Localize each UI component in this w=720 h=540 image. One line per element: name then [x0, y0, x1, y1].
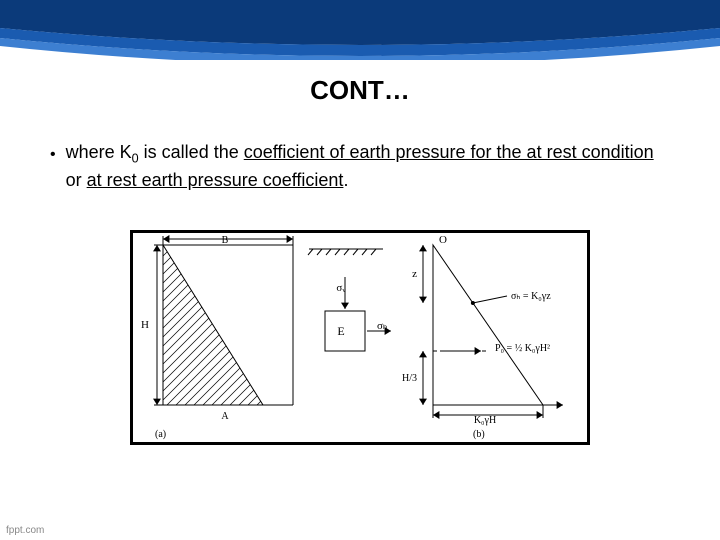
- subscript: 0: [132, 152, 139, 166]
- text-segment: or: [66, 170, 87, 190]
- bullet-marker: •: [50, 146, 56, 164]
- svg-text:O: O: [439, 234, 447, 246]
- text-segment: where K: [66, 142, 132, 162]
- underlined-term: coefficient of earth pressure for the at…: [244, 142, 654, 162]
- svg-text:H/3: H/3: [402, 373, 417, 384]
- svg-text:(b): (b): [473, 429, 485, 440]
- svg-text:K₀γH: K₀γH: [474, 415, 496, 426]
- text-segment: is called the: [139, 142, 244, 162]
- bullet-item: • where K0 is called the coefficient of …: [50, 140, 670, 192]
- footer-branding: fppt.com: [6, 525, 44, 536]
- bullet-text: where K0 is called the coefficient of ea…: [66, 140, 670, 192]
- svg-text:B: B: [222, 235, 229, 246]
- svg-text:σₕ = K₀γz: σₕ = K₀γz: [511, 291, 551, 302]
- figure-container: B H A (a) Eσᵥ σₕ z H/3 Oσₕ = K₀γz P₀ = ½ K₀γH² K₀γ…: [130, 230, 590, 445]
- slide-banner: [0, 0, 720, 60]
- slide-title: CONT…: [0, 75, 720, 106]
- svg-text:σₕ: σₕ: [377, 320, 387, 332]
- svg-text:E: E: [337, 324, 344, 338]
- svg-text:z: z: [412, 268, 417, 280]
- svg-text:P₀ = ½ K₀γH²: P₀ = ½ K₀γH²: [495, 343, 550, 354]
- earth-pressure-diagram: B H A (a) Eσᵥ σₕ z H/3 Oσₕ = K₀γz P₀ = ½ K₀γH² K₀γ…: [133, 233, 587, 442]
- svg-text:σᵥ: σᵥ: [336, 282, 346, 294]
- svg-text:H: H: [141, 319, 149, 331]
- svg-text:A: A: [221, 411, 229, 422]
- underlined-term: at rest earth pressure coefficient: [87, 170, 344, 190]
- text-segment: .: [343, 170, 348, 190]
- svg-text:(a): (a): [155, 429, 166, 440]
